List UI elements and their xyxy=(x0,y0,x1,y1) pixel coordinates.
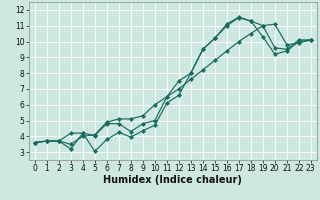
X-axis label: Humidex (Indice chaleur): Humidex (Indice chaleur) xyxy=(103,175,242,185)
